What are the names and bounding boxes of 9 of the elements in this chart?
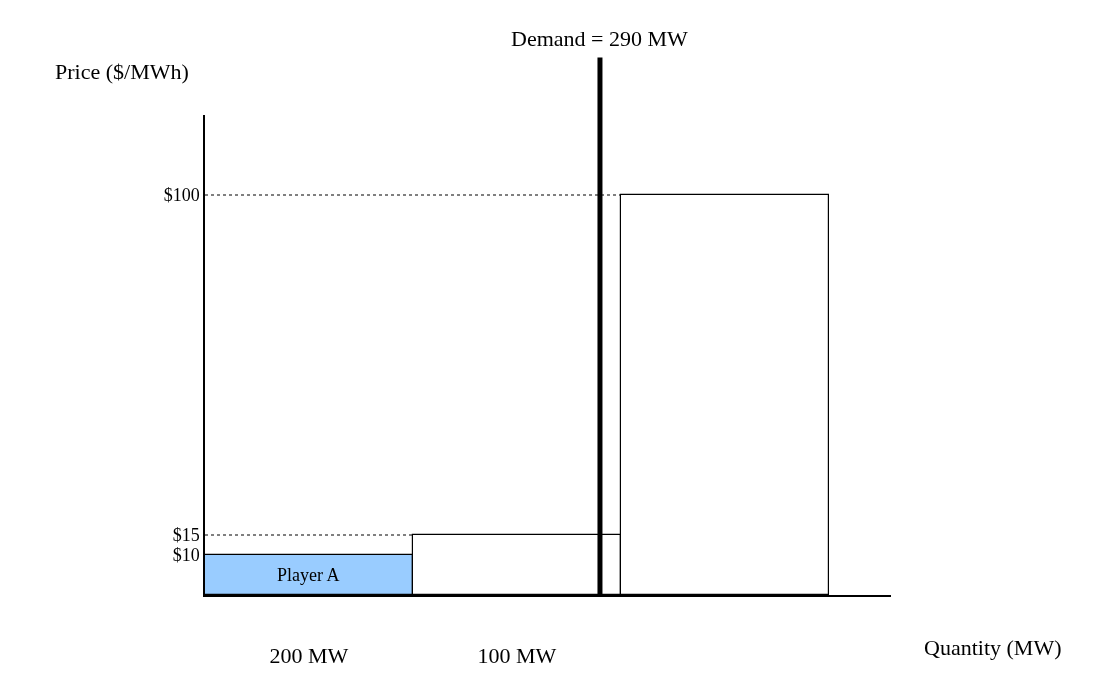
x-tick-label: 100 MW [477,643,557,669]
y-tick-label: $15 [172,525,200,546]
ref-line-label: Demand = 290 MW [511,26,688,51]
y-tick-label: $100 [163,185,200,206]
annotation: Player A [277,565,340,585]
x-axis-title: Quantity (MW) [924,635,1062,660]
x-tick-label: 200 MW [269,643,349,669]
y-tick-label: $10 [172,545,200,566]
y-axis-title: Price ($/MWh) [55,59,189,84]
